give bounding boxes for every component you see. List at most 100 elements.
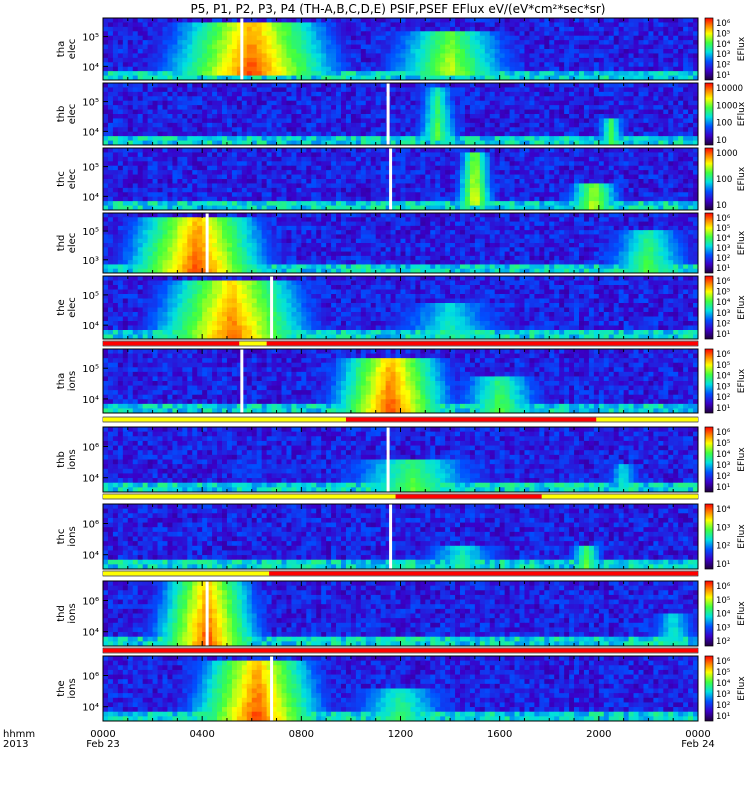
- heatmap-cell: [658, 62, 664, 68]
- heatmap-cell: [529, 62, 535, 68]
- heatmap-cell: [162, 165, 168, 171]
- heatmap-cell: [380, 26, 387, 32]
- heatmap-cell: [281, 201, 287, 206]
- heatmap-cell: [519, 91, 525, 97]
- heatmap-cell: [207, 75, 213, 81]
- heatmap-cell: [286, 105, 292, 110]
- heatmap-cell: [311, 152, 317, 158]
- heatmap-cell: [112, 148, 119, 153]
- heatmap-cell: [534, 131, 540, 137]
- heatmap-cell: [326, 31, 332, 37]
- heatmap-cell: [479, 18, 486, 23]
- heatmap-cell: [564, 192, 570, 198]
- heatmap-cell: [633, 31, 639, 37]
- heatmap-cell: [608, 131, 615, 137]
- heatmap-cell: [365, 201, 372, 206]
- heatmap-cell: [311, 18, 317, 23]
- heatmap-cell: [177, 22, 183, 28]
- heatmap-cell: [524, 196, 530, 202]
- heatmap-cell: [212, 35, 218, 41]
- heatmap-cell: [430, 114, 436, 119]
- heatmap-cell: [583, 114, 590, 119]
- heatmap-cell: [524, 109, 530, 115]
- heatmap-cell: [202, 109, 208, 115]
- heatmap-cell: [127, 118, 134, 124]
- heatmap-cell: [152, 179, 158, 184]
- heatmap-cell: [554, 170, 560, 175]
- heatmap-cell: [673, 62, 679, 68]
- heatmap-cell: [316, 75, 322, 81]
- heatmap-cell: [693, 53, 699, 59]
- heatmap-cell: [529, 192, 535, 198]
- heatmap-cell: [296, 109, 302, 115]
- heatmap-cell: [380, 44, 387, 50]
- heatmap-cell: [588, 71, 595, 76]
- heatmap-cell: [296, 26, 302, 32]
- heatmap-cell: [559, 170, 565, 175]
- heatmap-cell: [197, 114, 203, 119]
- heatmap-cell: [494, 26, 501, 32]
- heatmap-cell: [643, 140, 649, 146]
- heatmap-cell: [152, 22, 158, 28]
- heatmap-cell: [177, 152, 183, 158]
- heatmap-cell: [593, 183, 600, 189]
- heatmap-cell: [207, 100, 213, 106]
- heatmap-cell: [613, 122, 620, 128]
- heatmap-cell: [390, 131, 396, 137]
- heatmap-cell: [286, 201, 292, 206]
- heatmap-cell: [256, 96, 263, 102]
- heatmap-cell: [231, 66, 238, 72]
- heatmap-cell: [152, 152, 158, 158]
- heatmap-cell: [489, 83, 496, 88]
- heatmap-cell: [643, 136, 649, 141]
- heatmap-cell: [107, 83, 114, 88]
- heatmap-cell: [107, 183, 114, 189]
- heatmap-cell: [559, 183, 565, 189]
- heatmap-cell: [425, 183, 431, 189]
- heatmap-cell: [246, 192, 253, 198]
- heatmap-cell: [241, 105, 248, 110]
- heatmap-cell: [187, 170, 193, 175]
- heatmap-cell: [112, 53, 119, 59]
- heatmap-cell: [504, 53, 510, 59]
- heatmap-cell: [316, 100, 322, 106]
- heatmap-cell: [415, 152, 421, 158]
- heatmap-cell: [440, 122, 446, 128]
- heatmap-cell: [450, 71, 456, 76]
- heatmap-cell: [301, 118, 307, 124]
- heatmap-cell: [291, 49, 297, 54]
- heatmap-cell: [474, 187, 481, 193]
- heatmap-cell: [202, 44, 208, 50]
- heatmap-cell: [251, 127, 258, 133]
- heatmap-cell: [613, 165, 620, 171]
- heatmap-cell: [494, 87, 501, 93]
- heatmap-cell: [341, 196, 347, 202]
- heatmap-cell: [460, 165, 466, 171]
- heatmap-cell: [395, 170, 401, 175]
- data-gap: [386, 83, 390, 145]
- heatmap-cell: [316, 53, 322, 59]
- heatmap-cell: [192, 183, 198, 189]
- heatmap-cell: [688, 31, 694, 37]
- heatmap-cell: [182, 179, 188, 184]
- heatmap-cell: [479, 114, 486, 119]
- heatmap-cell: [360, 174, 367, 180]
- heatmap-cell: [311, 156, 317, 162]
- heatmap-cell: [341, 183, 347, 189]
- heatmap-cell: [638, 118, 644, 124]
- heatmap-cell: [345, 174, 352, 180]
- heatmap-cell: [197, 49, 203, 54]
- heatmap-cell: [425, 87, 431, 93]
- heatmap-cell: [410, 100, 416, 106]
- heatmap-cell: [103, 83, 109, 88]
- heatmap-cell: [618, 187, 625, 193]
- heatmap-cell: [345, 100, 352, 106]
- heatmap-cell: [187, 152, 193, 158]
- heatmap-cell: [633, 152, 639, 158]
- heatmap-cell: [202, 31, 208, 37]
- heatmap-cell: [380, 148, 387, 153]
- heatmap-cell: [341, 118, 347, 124]
- heatmap-cell: [142, 18, 149, 23]
- heatmap-cell: [187, 75, 193, 81]
